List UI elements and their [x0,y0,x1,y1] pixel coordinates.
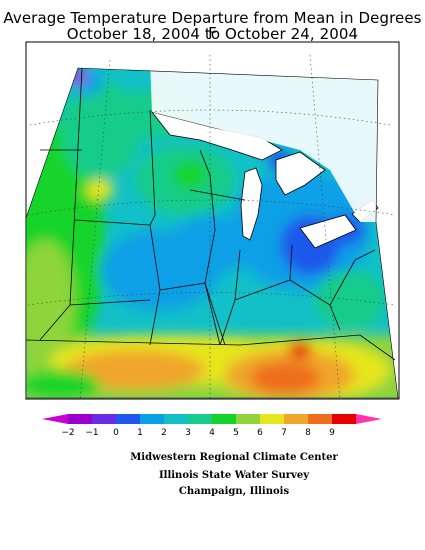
legend-swatch [308,414,333,424]
legend-tick-label: 8 [305,428,311,438]
region-outline [25,67,399,399]
legend-tick-label: 5 [233,428,239,438]
legend-swatch [140,414,165,424]
legend-swatch [236,414,261,424]
legend-swatch [284,414,309,424]
legend-tick-label: −2 [61,428,74,438]
credit-location: Champaign, Illinois [178,486,290,497]
state-borders [25,67,396,361]
canada-area [150,68,378,222]
legend-swatch [116,414,141,424]
legend-tick-label: 2 [161,428,167,438]
map-title: Average Temperature Departure from Mean … [3,9,422,42]
legend-high-cap [356,414,382,424]
legend-swatch [260,414,285,424]
legend-tick-label: 1 [137,428,143,438]
map-date-range: October 18, 2004 to October 24, 2004 [66,25,359,43]
legend-tick-label: −1 [85,428,98,438]
legend-low-cap [42,414,68,424]
legend-tick-label: 7 [281,428,287,438]
credit-survey: Illinois State Water Survey [158,470,310,481]
legend-tick-label: 6 [257,428,263,438]
legend-tick-label: 0 [113,428,119,438]
great-lakes [150,111,379,249]
color-legend: −2 −1 0 1 2 3 4 5 6 7 8 9 [42,414,382,438]
legend-swatch [164,414,189,424]
legend-tick-label: 3 [185,428,191,438]
graticule [27,54,396,401]
legend-swatch [212,414,237,424]
credit-center: Midwestern Regional Climate Center [130,452,338,463]
legend-tick-label: 9 [329,428,335,438]
legend-swatch [188,414,213,424]
legend-swatch [92,414,117,424]
legend-swatch [68,414,93,424]
legend-swatch [332,414,357,424]
legend-tick-label: 4 [209,428,215,438]
